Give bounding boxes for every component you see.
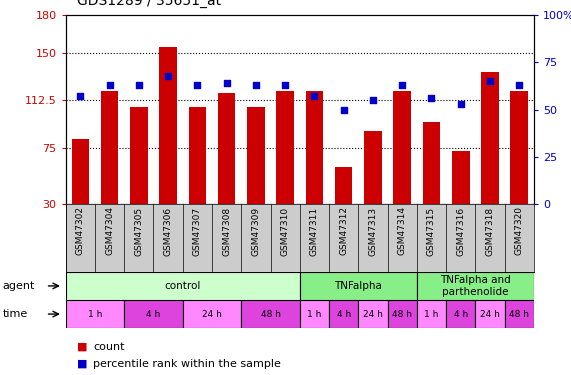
Bar	[359, 300, 388, 328]
Point	[485, 78, 494, 84]
Text: GSM47307: GSM47307	[193, 206, 202, 255]
Text: 4 h: 4 h	[453, 310, 468, 319]
Bar	[183, 300, 241, 328]
Point	[251, 82, 260, 88]
Bar	[241, 300, 300, 328]
Text: GSM47311: GSM47311	[310, 206, 319, 255]
Text: GSM47309: GSM47309	[251, 206, 260, 255]
Point	[339, 106, 348, 112]
Bar	[247, 107, 265, 204]
Point	[163, 73, 172, 79]
Point	[222, 80, 231, 86]
Text: 1 h: 1 h	[307, 310, 321, 319]
Text: GSM47302: GSM47302	[76, 206, 85, 255]
Bar	[305, 91, 323, 204]
Bar	[276, 91, 294, 204]
Text: agent: agent	[3, 281, 35, 291]
Point	[134, 82, 143, 88]
Text: 24 h: 24 h	[202, 310, 222, 319]
Text: 24 h: 24 h	[480, 310, 500, 319]
Text: ■: ■	[77, 342, 87, 352]
Text: GSM47308: GSM47308	[222, 206, 231, 255]
Bar	[452, 152, 469, 204]
Text: TNFalpha and
parthenolide: TNFalpha and parthenolide	[440, 275, 510, 297]
Text: 48 h: 48 h	[260, 310, 280, 319]
Text: GSM47305: GSM47305	[134, 206, 143, 255]
Point	[456, 101, 465, 107]
Bar	[417, 300, 446, 328]
Text: GSM47313: GSM47313	[368, 206, 377, 255]
Bar	[124, 300, 183, 328]
Bar	[130, 107, 147, 204]
Bar	[364, 131, 381, 204]
Text: 1 h: 1 h	[88, 310, 102, 319]
Text: 24 h: 24 h	[363, 310, 383, 319]
Text: 48 h: 48 h	[392, 310, 412, 319]
Text: GSM47306: GSM47306	[163, 206, 172, 255]
Bar	[71, 139, 89, 204]
Text: 1 h: 1 h	[424, 310, 439, 319]
Text: 48 h: 48 h	[509, 310, 529, 319]
Text: GSM47310: GSM47310	[280, 206, 289, 255]
Point	[368, 97, 377, 103]
Text: control: control	[164, 281, 201, 291]
Text: ■: ■	[77, 359, 87, 369]
Text: count: count	[93, 342, 124, 352]
Bar	[393, 91, 411, 204]
Bar	[423, 122, 440, 204]
Text: GSM47304: GSM47304	[105, 206, 114, 255]
Text: GDS1289 / 35651_at: GDS1289 / 35651_at	[77, 0, 221, 8]
Bar	[300, 300, 329, 328]
Bar	[188, 107, 206, 204]
Point	[76, 93, 85, 99]
Bar	[300, 272, 417, 300]
Bar	[446, 300, 475, 328]
Bar	[510, 91, 528, 204]
Bar	[329, 300, 359, 328]
Text: GSM47318: GSM47318	[485, 206, 494, 255]
Text: GSM47320: GSM47320	[514, 206, 524, 255]
Bar	[66, 272, 300, 300]
Point	[427, 95, 436, 101]
Point	[397, 82, 407, 88]
Bar	[100, 91, 118, 204]
Bar	[505, 300, 534, 328]
Bar	[335, 166, 352, 204]
Point	[514, 82, 524, 88]
Text: GSM47314: GSM47314	[397, 206, 407, 255]
Bar	[388, 300, 417, 328]
Text: TNFalpha: TNFalpha	[335, 281, 382, 291]
Bar	[417, 272, 534, 300]
Text: GSM47315: GSM47315	[427, 206, 436, 255]
Point	[105, 82, 114, 88]
Point	[193, 82, 202, 88]
Bar	[66, 300, 124, 328]
Point	[310, 93, 319, 99]
Text: 4 h: 4 h	[336, 310, 351, 319]
Point	[280, 82, 289, 88]
Text: 4 h: 4 h	[146, 310, 160, 319]
Bar	[159, 46, 177, 204]
Text: time: time	[3, 309, 28, 319]
Bar	[481, 72, 499, 204]
Text: percentile rank within the sample: percentile rank within the sample	[93, 359, 281, 369]
Bar	[475, 300, 505, 328]
Text: GSM47316: GSM47316	[456, 206, 465, 255]
Text: GSM47312: GSM47312	[339, 206, 348, 255]
Bar	[218, 93, 235, 204]
